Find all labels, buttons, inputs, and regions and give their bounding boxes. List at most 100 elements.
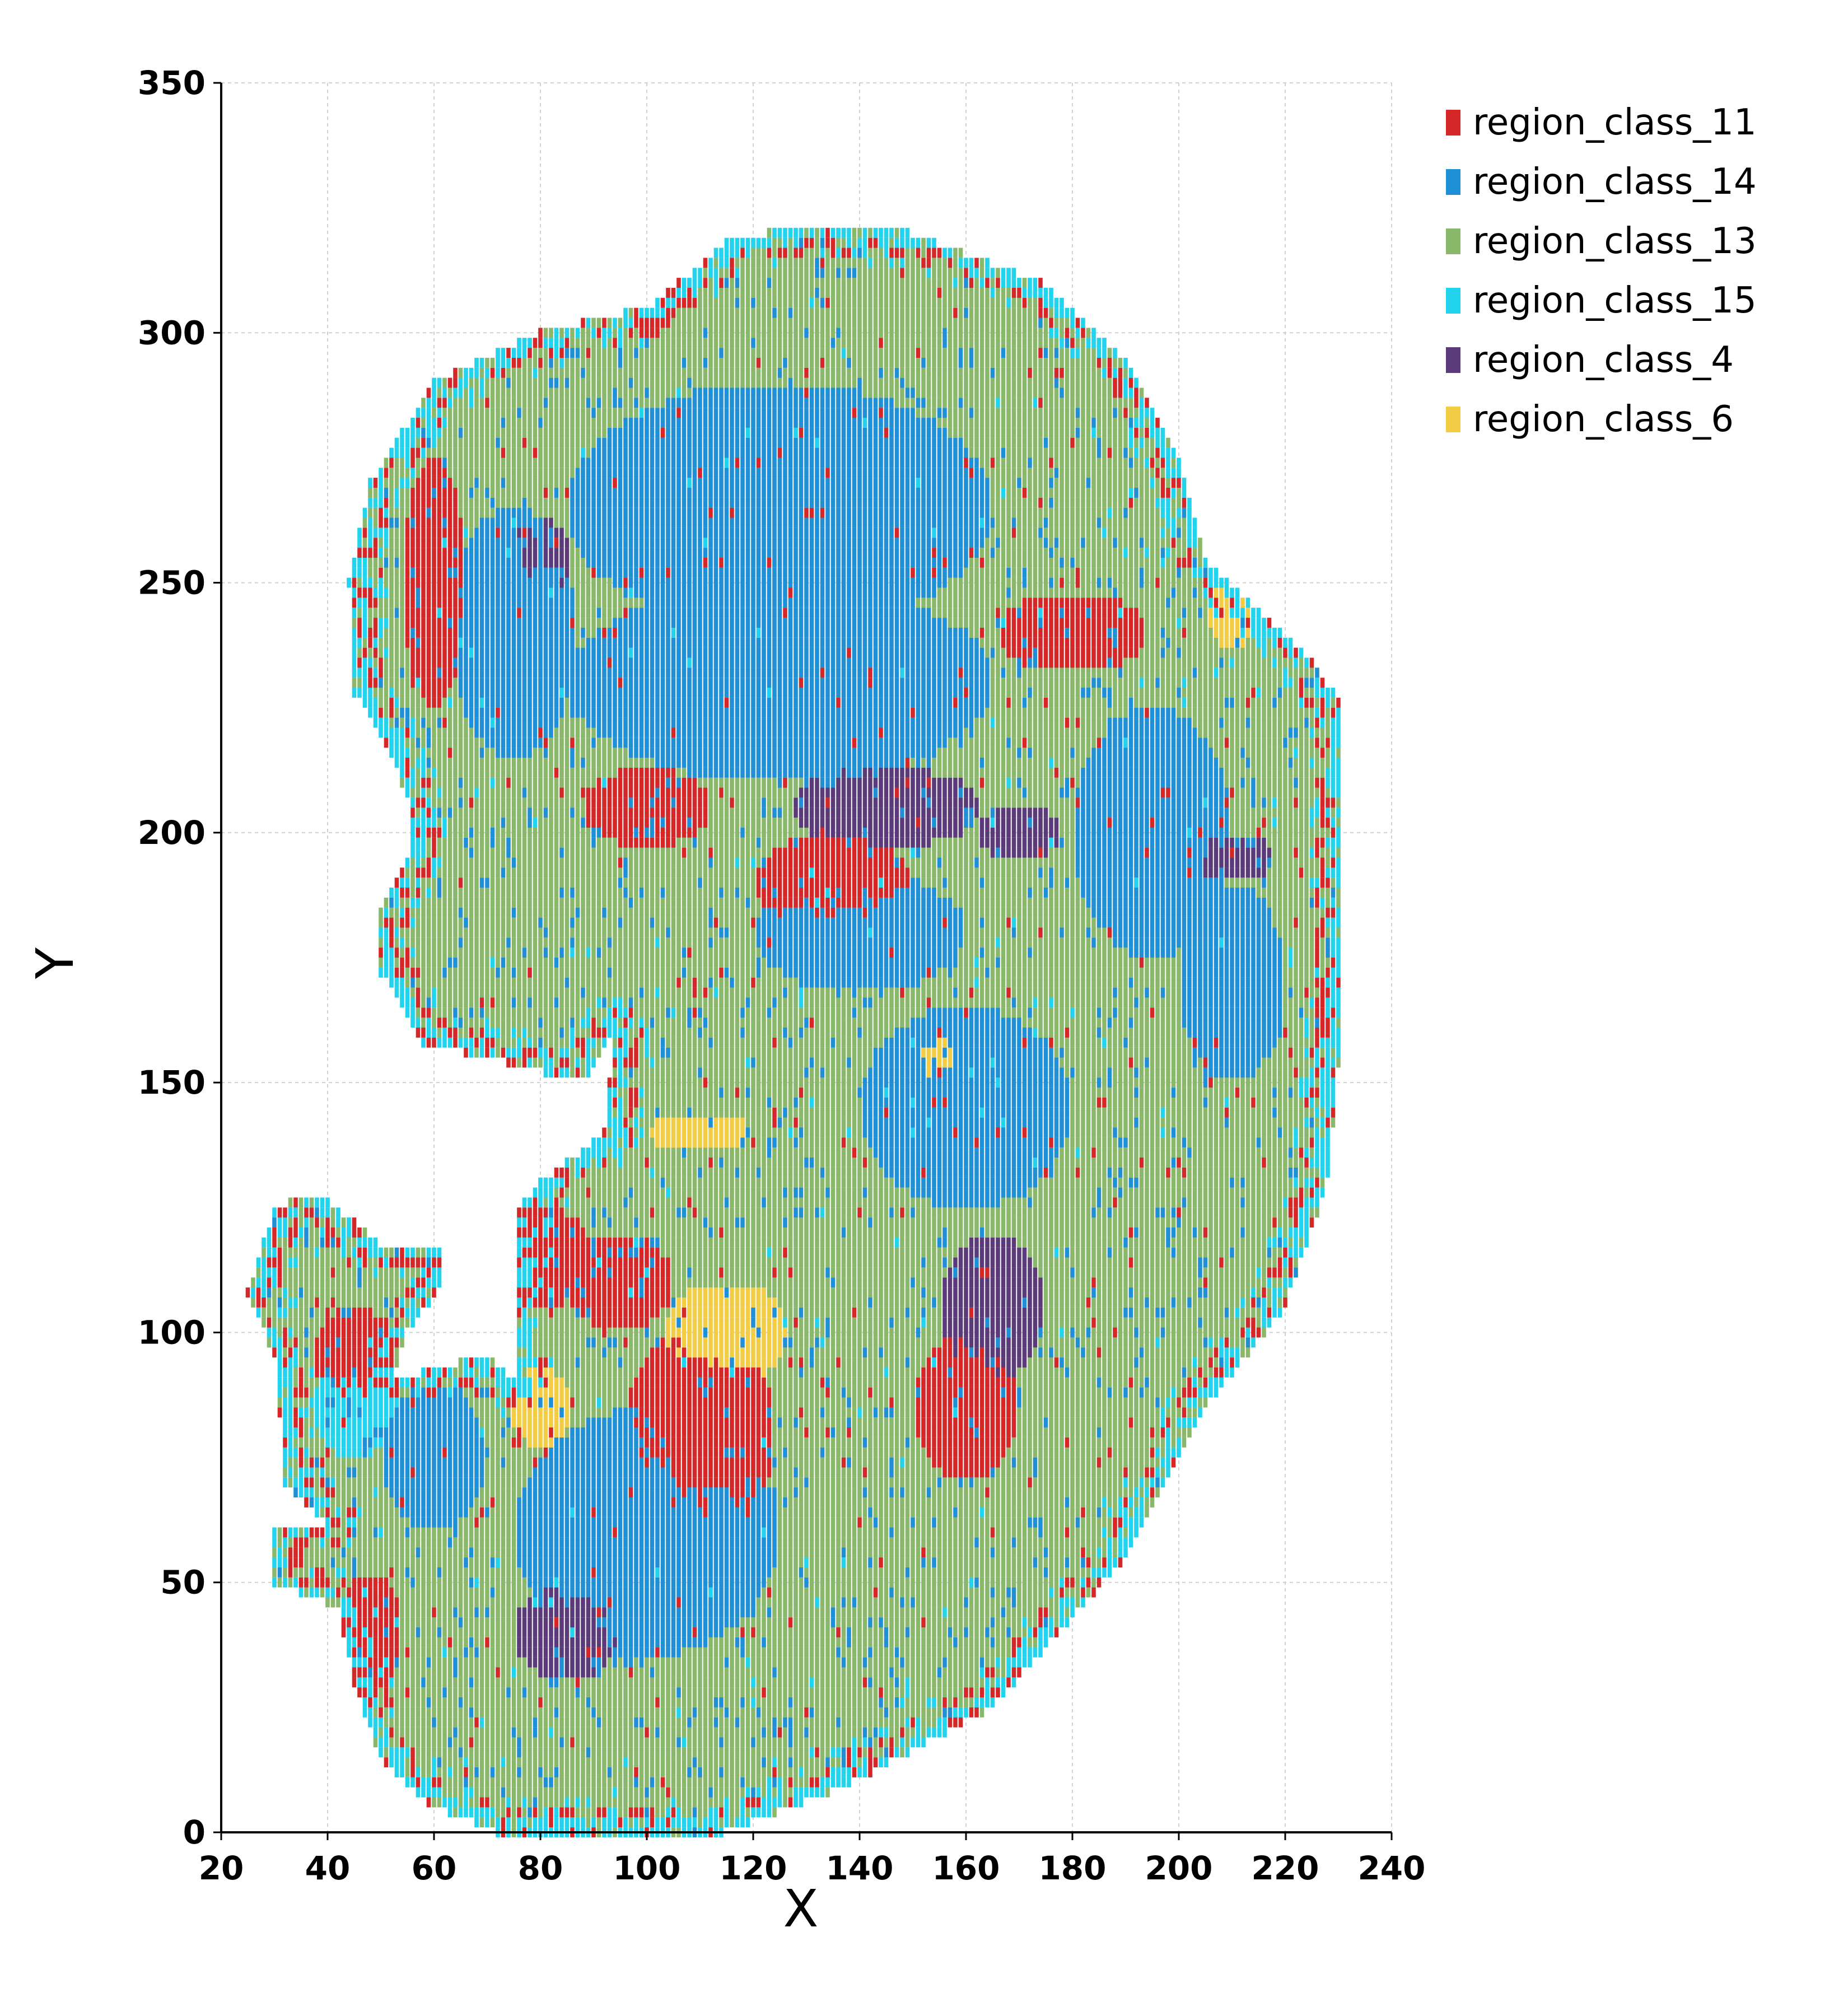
data-point [485,1537,489,1547]
data-point [357,1557,362,1567]
data-point [416,428,421,438]
data-point [288,1337,293,1347]
data-point [432,1508,436,1518]
data-point [416,508,421,518]
data-point [442,1438,447,1448]
data-point [395,1757,399,1767]
data-point [506,1557,511,1567]
data-point [528,378,532,388]
data-point [506,348,511,358]
data-point [544,1067,548,1077]
data-point [448,828,452,838]
data-point [453,1788,458,1798]
data-point [506,498,511,508]
data-point [421,888,426,898]
data-point [554,1737,559,1747]
data-point [480,388,484,398]
data-point [453,448,458,458]
data-point [544,978,548,988]
data-point [453,538,458,548]
data-point [491,1737,495,1747]
data-point [410,658,415,668]
data-point [416,598,421,608]
data-point [533,348,538,358]
data-point [432,508,436,518]
data-point [501,598,506,608]
data-point [528,918,532,928]
data-point [517,1648,521,1658]
data-point [410,988,415,998]
data-point [474,1018,479,1028]
data-point [389,1737,394,1747]
data-point [421,1038,426,1048]
data-point [474,678,479,688]
data-point [469,797,474,808]
data-point [544,867,548,878]
data-point [544,458,548,468]
data-point [374,598,378,608]
data-point [453,618,458,628]
data-point [299,1228,304,1238]
data-point [549,698,553,708]
data-point [459,1737,463,1747]
data-point [347,1417,351,1427]
data-point [528,768,532,778]
data-point [544,468,548,478]
data-point [379,918,383,928]
data-point [559,1557,564,1567]
data-point [464,778,468,788]
data-point [347,1467,351,1477]
data-point [442,718,447,728]
data-point [293,1368,298,1378]
data-point [421,867,426,878]
data-point [501,918,506,928]
data-point [368,1707,372,1718]
data-point [496,648,500,658]
data-point [384,1458,389,1468]
data-point [272,1578,277,1588]
data-point [501,348,506,358]
data-point [485,508,489,518]
data-point [517,1547,521,1557]
data-point [453,708,458,718]
data-point [517,727,521,738]
data-point [421,1707,426,1718]
data-point [421,1737,426,1747]
data-point [517,628,521,638]
data-point [315,1398,319,1408]
data-point [538,1267,543,1277]
data-point [544,1668,548,1678]
data-point [469,838,474,848]
data-point [554,1048,559,1058]
data-point [512,788,516,798]
data-point [395,948,399,958]
data-point [395,898,399,908]
data-point [283,1287,287,1298]
data-point [368,1388,372,1398]
data-point [453,1448,458,1458]
data-point [517,1477,521,1487]
data-point [496,528,500,538]
data-point [453,1477,458,1487]
data-point [533,648,538,658]
data-point [427,418,431,428]
data-point [464,828,468,838]
data-point [538,758,543,768]
data-point [538,528,543,538]
data-point [533,1508,538,1518]
data-point [517,658,521,668]
data-point [448,658,452,668]
data-point [491,1728,495,1738]
data-point [517,1378,521,1388]
data-point [405,588,410,598]
data-point [410,727,415,738]
data-point [549,508,553,518]
data-point [517,808,521,818]
data-point [501,1477,506,1487]
data-point [357,1357,362,1368]
data-point [384,908,389,918]
data-point [554,1658,559,1668]
data-point [272,1337,277,1347]
data-point [474,788,479,798]
data-point [506,538,511,548]
